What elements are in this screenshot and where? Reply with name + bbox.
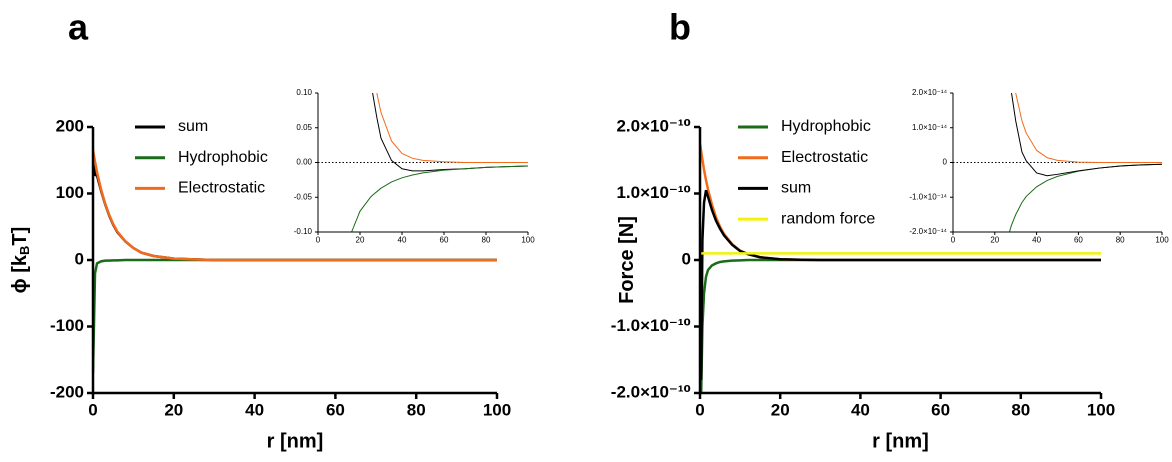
x-tick-label: 80 <box>407 400 426 419</box>
y-tick-label: 0 <box>682 249 691 268</box>
y-tick-label: 1.0×10⁻¹⁴ <box>912 123 948 132</box>
x-tick-label: 100 <box>521 236 535 245</box>
y-axis-label-part: ϕ [k <box>9 254 31 293</box>
series-line <box>376 92 528 163</box>
series-line <box>700 189 1101 380</box>
x-tick-label: 60 <box>1074 236 1083 245</box>
x-tick-label: 80 <box>1116 236 1125 245</box>
panel: -2.0×10⁻¹⁰ -1.0×10⁻¹⁰ 0 1.0×10⁻¹⁰ 2.0×10⁻¹⁰ 0… <box>611 7 1115 453</box>
legend-label: Electrostatic <box>781 149 868 166</box>
y-tick-label: 200 <box>56 116 84 135</box>
x-tick-label: 40 <box>851 400 870 419</box>
y-axis-label: Force [N] <box>616 216 638 304</box>
legend-label: Electrostatic <box>178 180 265 197</box>
y-axis-label-part: Force [N] <box>616 216 638 304</box>
x-axis-label: r [nm] <box>267 430 324 452</box>
y-tick-label: -1.0×10⁻¹⁰ <box>611 316 691 335</box>
y-tick-label: 0 <box>943 158 948 167</box>
x-axis-label: r [nm] <box>872 430 929 452</box>
legend-label: Hydrophobic <box>178 149 268 166</box>
series-line <box>93 150 497 262</box>
series-line <box>1015 92 1162 163</box>
y-axis-label: ϕ [kBT] <box>9 227 32 294</box>
panel-label: b <box>669 7 691 48</box>
y-tick-label: -200 <box>50 382 84 401</box>
legend-label: random force <box>781 210 875 227</box>
y-tick-label: -0.05 <box>294 192 313 201</box>
y-axis-label-part: B <box>17 246 32 255</box>
legend-label: sum <box>178 118 208 135</box>
legend-label: sum <box>781 180 811 197</box>
y-tick-label: -1.0×10⁻¹⁴ <box>909 192 947 201</box>
x-tick-label: 100 <box>1155 236 1169 245</box>
y-tick-label: 2.0×10⁻¹⁰ <box>616 116 691 135</box>
legend-label: Hydrophobic <box>781 118 871 135</box>
series-line <box>700 258 1101 394</box>
series-line <box>1011 92 1163 177</box>
x-tick-label: 80 <box>482 236 491 245</box>
y-axis-label-part: T] <box>9 227 31 246</box>
x-tick-label: 0 <box>88 400 97 419</box>
y-tick-label: 1.0×10⁻¹⁰ <box>616 183 691 202</box>
x-tick-label: 40 <box>398 236 407 245</box>
y-tick-label: 100 <box>56 183 84 202</box>
y-tick-label: 0.10 <box>296 88 312 97</box>
y-tick-label: -2.0×10⁻¹⁴ <box>909 227 947 236</box>
x-tick-label: 0 <box>316 236 321 245</box>
x-tick-label: 80 <box>1011 400 1030 419</box>
y-tick-label: 0.00 <box>296 158 312 167</box>
y-tick-label: 0.05 <box>296 123 312 132</box>
y-tick-label: -2.0×10⁻¹⁰ <box>611 382 691 401</box>
panel-label: a <box>68 7 89 48</box>
series-line <box>93 258 497 374</box>
x-tick-label: 20 <box>990 236 999 245</box>
x-tick-label: 20 <box>356 236 365 245</box>
x-tick-label: 60 <box>440 236 449 245</box>
x-tick-label: 20 <box>771 400 790 419</box>
x-tick-label: 40 <box>1032 236 1041 245</box>
series-line <box>351 165 529 233</box>
x-tick-label: 60 <box>326 400 345 419</box>
x-tick-label: 40 <box>245 400 264 419</box>
x-tick-label: 0 <box>951 236 956 245</box>
x-tick-label: 100 <box>1087 400 1115 419</box>
panel: -0.10 -0.05 0.00 0.05 0.10 0 20 40 60 80 100 <box>294 88 535 245</box>
x-tick-label: 60 <box>931 400 950 419</box>
y-tick-label: 0 <box>75 249 84 268</box>
panel: -2.0×10⁻¹⁴ -1.0×10⁻¹⁴ 0 1.0×10⁻¹⁴ 2.0×10⁻¹⁴ 0… <box>909 88 1169 245</box>
y-tick-label: 2.0×10⁻¹⁴ <box>912 88 948 97</box>
y-tick-label: -0.10 <box>294 227 313 236</box>
x-tick-label: 0 <box>695 400 704 419</box>
x-tick-label: 20 <box>164 400 183 419</box>
x-tick-label: 100 <box>483 400 511 419</box>
y-tick-label: -100 <box>50 316 84 335</box>
